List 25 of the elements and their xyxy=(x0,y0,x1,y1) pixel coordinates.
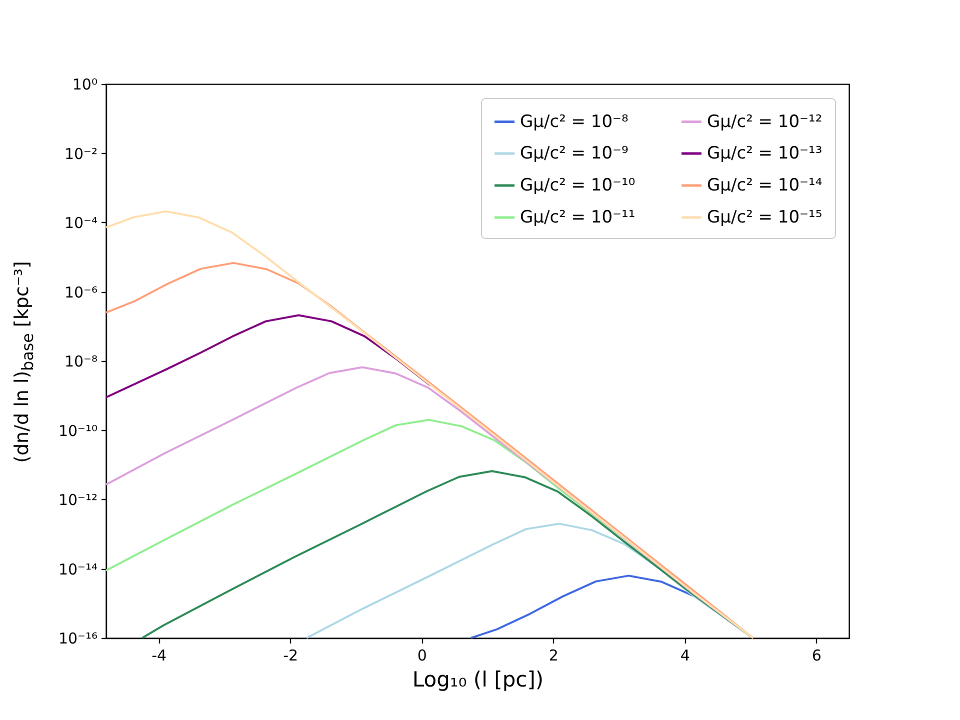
legend-label: Gμ/c² = 10⁻¹³ xyxy=(707,144,822,164)
x-tick-label: 0 xyxy=(417,646,427,664)
legend-label: Gμ/c² = 10⁻⁸ xyxy=(520,112,629,132)
legend-label: Gμ/c² = 10⁻¹⁰ xyxy=(520,176,636,196)
line-series xyxy=(105,314,432,398)
x-tick-label: 6 xyxy=(812,646,822,664)
x-tick-label: 4 xyxy=(680,646,690,664)
legend-label: Gμ/c² = 10⁻¹² xyxy=(707,112,822,132)
y-tick-label: 10⁻² xyxy=(64,144,98,163)
legend-label: Gμ/c² = 10⁻¹⁴ xyxy=(707,176,822,196)
y-tick-label: 10⁰ xyxy=(72,76,98,94)
x-tick-label: 2 xyxy=(548,646,558,664)
y-tick-label: 10⁻⁶ xyxy=(64,283,98,302)
legend-label: Gμ/c² = 10⁻¹¹ xyxy=(520,208,636,228)
x-tick-label: -2 xyxy=(283,646,298,664)
y-tick-label: 10⁻⁸ xyxy=(64,352,98,370)
x-axis-title: Log₁₀ (l [pc]) xyxy=(412,668,544,692)
legend-label: Gμ/c² = 10⁻⁹ xyxy=(520,144,629,164)
y-tick-label: 10⁻¹⁰ xyxy=(58,422,98,440)
y-tick-label: 10⁻⁴ xyxy=(64,214,98,232)
y-tick-label: 10⁻¹² xyxy=(58,491,98,509)
y-tick-label: 10⁻¹⁴ xyxy=(58,560,98,578)
x-tick-label: -4 xyxy=(152,646,167,664)
y-tick-label: 10⁻¹⁶ xyxy=(58,630,98,648)
legend-label: Gμ/c² = 10⁻¹⁵ xyxy=(707,208,822,228)
